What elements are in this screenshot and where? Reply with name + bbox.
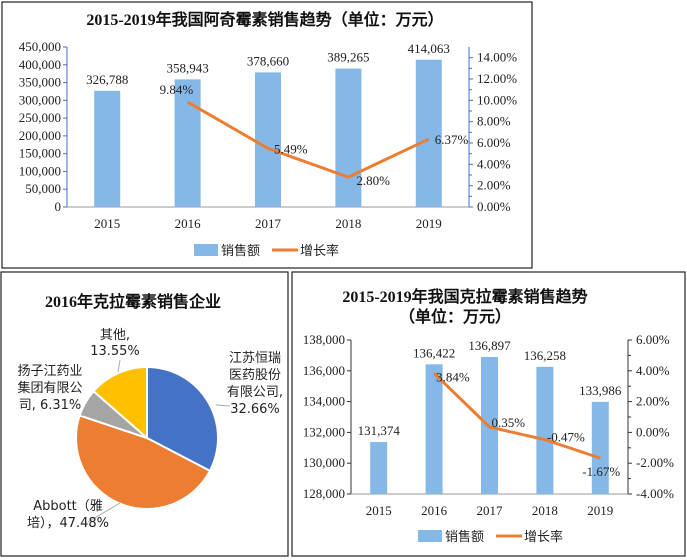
growth-rate-label: 0.35% xyxy=(492,415,526,430)
bar-value-label: 326,788 xyxy=(86,72,128,87)
bar-value-label: 389,265 xyxy=(327,50,369,65)
bar-2015 xyxy=(370,442,388,494)
legend-bar-swatch xyxy=(194,244,218,256)
chart3-title-line1: 2015-2019年我国克拉霉素销售趋势 xyxy=(342,287,587,306)
bar-2017 xyxy=(255,72,281,208)
right-tick-label: 0.00% xyxy=(636,424,670,439)
bar-2018 xyxy=(335,68,362,207)
chart1-title: 2015-2019年我国阿奇霉素销售趋势（单位：万元） xyxy=(86,10,443,29)
growth-rate-label: 9.84% xyxy=(160,82,194,97)
pie-leader-line xyxy=(117,359,121,373)
bar-value-label: 358,943 xyxy=(166,60,208,75)
bar-2016 xyxy=(425,364,443,494)
x-tick-label: 2016 xyxy=(175,216,202,231)
left-tick-label: 136,000 xyxy=(303,363,345,378)
legend-line-label: 增长率 xyxy=(524,529,563,545)
pie-slice-3 xyxy=(92,365,148,441)
bar-value-label: 136,422 xyxy=(413,345,455,360)
left-tick-label: 138,000 xyxy=(303,332,345,347)
left-tick-label: 250,000 xyxy=(19,110,61,125)
pie-label: 扬子江药业 xyxy=(17,364,82,379)
x-tick-label: 2015 xyxy=(366,503,392,518)
right-tick-label: -4.00% xyxy=(636,486,674,501)
right-tick-label: 8.00% xyxy=(477,114,511,129)
growth-rate-label: 6.37% xyxy=(435,132,469,147)
x-tick-label: 2019 xyxy=(587,503,613,518)
legend-bar-label: 销售额 xyxy=(445,529,484,545)
bar-value-label: 378,660 xyxy=(247,53,289,68)
growth-rate-label: 3.84% xyxy=(436,369,470,384)
x-tick-label: 2018 xyxy=(532,503,558,518)
x-tick-label: 2017 xyxy=(255,216,282,231)
legend-bar-label: 销售额 xyxy=(221,243,260,259)
left-tick-label: 0 xyxy=(55,199,62,214)
pie-slice-0 xyxy=(146,365,219,473)
legend-line-label: 增长率 xyxy=(300,243,339,259)
right-tick-label: 0.00% xyxy=(477,199,511,214)
pie-label: 江苏恒瑞 xyxy=(229,350,281,366)
right-tick-label: 12.00% xyxy=(477,71,517,86)
bar-2019 xyxy=(591,401,609,494)
pie-leader-line xyxy=(87,502,121,523)
left-tick-label: 200,000 xyxy=(19,128,61,143)
legend-bar-swatch xyxy=(418,530,442,542)
chart2-title: 2016年克拉霉素销售企业 xyxy=(45,292,221,311)
pie-label: 司, 6.31% xyxy=(19,398,82,413)
left-tick-label: 50,000 xyxy=(25,181,61,196)
bar-value-label: 136,897 xyxy=(468,338,511,353)
right-tick-label: 6.00% xyxy=(636,332,670,347)
pie-label: Abbott（雅 xyxy=(33,499,103,514)
growth-rate-label: 5.49% xyxy=(274,141,308,156)
left-tick-label: 132,000 xyxy=(303,424,345,439)
pie-label: 其他, xyxy=(100,328,130,343)
left-tick-label: 400,000 xyxy=(19,57,61,72)
right-tick-label: 2.00% xyxy=(477,178,511,193)
growth-rate-line xyxy=(186,100,430,179)
right-tick-label: 4.00% xyxy=(477,156,511,171)
pie-label: 32.66% xyxy=(230,402,280,417)
pie-label: 医药股份 xyxy=(229,368,281,383)
bar-value-label: 414,063 xyxy=(408,41,450,56)
right-tick-label: 2.00% xyxy=(636,394,670,409)
x-tick-label: 2018 xyxy=(335,216,361,231)
growth-rate-label: 2.80% xyxy=(356,173,390,188)
pie-leader-line xyxy=(215,404,231,407)
bar-2019 xyxy=(415,59,442,207)
bar-value-label: 131,374 xyxy=(358,423,401,438)
right-tick-label: 4.00% xyxy=(636,363,670,378)
pie-leader-line xyxy=(81,411,89,417)
right-tick-label: -2.00% xyxy=(636,455,674,470)
bar-value-label: 136,258 xyxy=(524,348,566,363)
bar-2015 xyxy=(94,90,121,207)
chart3-title-line2: （单位：万元） xyxy=(399,307,511,326)
left-tick-label: 350,000 xyxy=(19,75,61,90)
pie-label: 集团有限公 xyxy=(17,380,82,396)
left-tick-label: 450,000 xyxy=(19,39,61,54)
bar-value-label: 133,986 xyxy=(579,383,622,398)
bar-2018 xyxy=(536,366,554,494)
bar-2016 xyxy=(174,79,201,207)
right-tick-label: 14.00% xyxy=(477,50,517,65)
pie-label: 培），47.48% xyxy=(27,515,109,531)
left-tick-label: 300,000 xyxy=(19,92,61,107)
left-tick-label: 100,000 xyxy=(19,163,61,178)
left-tick-label: 134,000 xyxy=(303,394,345,409)
x-tick-label: 2017 xyxy=(477,503,504,518)
left-tick-label: 150,000 xyxy=(19,146,61,161)
x-tick-label: 2015 xyxy=(94,216,120,231)
x-tick-label: 2016 xyxy=(421,503,448,518)
left-tick-label: 128,000 xyxy=(303,486,345,501)
pie-label: 13.55% xyxy=(90,344,140,359)
pie-label: 有限公司, xyxy=(227,385,283,400)
growth-rate-line xyxy=(433,372,601,460)
growth-rate-label: -0.47% xyxy=(547,430,585,445)
x-tick-label: 2019 xyxy=(416,216,442,231)
right-tick-label: 6.00% xyxy=(477,135,511,150)
right-tick-label: 10.00% xyxy=(477,92,517,107)
left-tick-label: 130,000 xyxy=(303,455,345,470)
growth-rate-label: -1.67% xyxy=(582,464,620,479)
